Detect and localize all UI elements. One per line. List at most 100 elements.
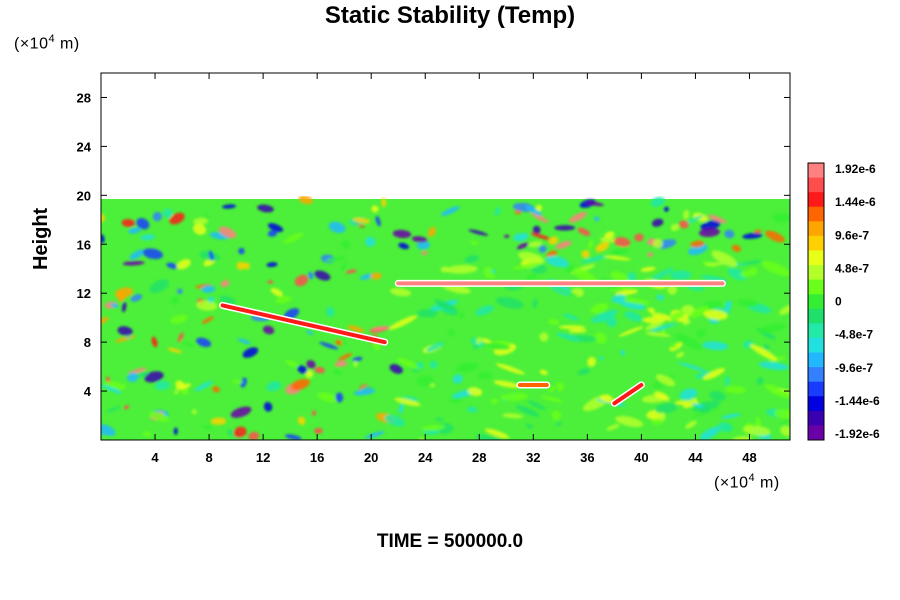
- field-blob: [618, 326, 644, 337]
- field-blob: [314, 270, 331, 281]
- field-blob: [515, 405, 540, 417]
- field-blob: [267, 223, 284, 232]
- colorbar-swatch: [808, 206, 824, 222]
- field-blob: [196, 300, 218, 311]
- colorbar-swatch: [808, 177, 824, 193]
- field-blob: [585, 201, 604, 207]
- field-blob: [485, 428, 510, 439]
- field-blob: [525, 205, 543, 216]
- field-blob: [702, 341, 729, 351]
- field-blob: [696, 329, 706, 338]
- field-blob: [615, 289, 639, 296]
- field-blob: [370, 272, 382, 280]
- field-blob: [490, 398, 499, 404]
- field-blob: [707, 214, 727, 224]
- field-blob: [173, 427, 178, 435]
- field-blob: [266, 262, 278, 268]
- field-blob: [530, 232, 552, 241]
- field-blob: [285, 360, 299, 367]
- field-blob: [651, 218, 664, 227]
- field-blob: [169, 212, 185, 225]
- field-blob: [222, 204, 237, 209]
- field-blob: [690, 240, 705, 248]
- field-blob: [129, 249, 145, 260]
- field-blob: [371, 205, 379, 213]
- field-blob: [388, 315, 418, 330]
- field-blob: [173, 390, 180, 394]
- field-blob: [698, 227, 721, 238]
- field-blob: [659, 412, 666, 422]
- field-blob: [618, 299, 646, 310]
- field-blob: [319, 341, 339, 350]
- field-blob: [731, 436, 753, 440]
- field-blob: [562, 313, 579, 321]
- field-blob: [317, 392, 338, 403]
- field-blob: [704, 262, 724, 266]
- colorbar-label: 0: [835, 295, 842, 309]
- y-axis-unit: (×104 m): [14, 33, 80, 53]
- field-blob: [495, 363, 526, 375]
- field-blob: [731, 244, 742, 252]
- field-blob: [396, 358, 422, 370]
- field-blob: [170, 314, 188, 324]
- field-blob: [242, 262, 250, 270]
- field-blob: [703, 309, 728, 320]
- field-blob: [555, 332, 581, 342]
- field-blob: [690, 305, 709, 319]
- field-blob: [516, 242, 529, 250]
- field-blob: [177, 288, 183, 295]
- field-blob: [558, 325, 586, 330]
- time-label: TIME = 500000.0: [376, 531, 524, 552]
- field-blob: [128, 227, 142, 234]
- field-blob: [242, 347, 259, 358]
- field-blob: [678, 220, 689, 229]
- field-blob: [677, 362, 706, 372]
- x-tick-label: 28: [472, 450, 486, 465]
- field-blob: [724, 376, 730, 387]
- colorbar-swatch: [808, 221, 824, 237]
- field-blob: [297, 365, 308, 374]
- field-blob: [663, 206, 669, 212]
- field-blob: [691, 403, 705, 408]
- field-blob: [740, 269, 755, 278]
- field-blob: [326, 306, 335, 317]
- colorbar-swatch: [808, 192, 824, 208]
- field-blob: [142, 431, 152, 437]
- y-tick-label: 12: [77, 286, 91, 301]
- field-blob: [670, 311, 685, 321]
- field-blob: [650, 196, 665, 207]
- field-blob: [654, 391, 670, 401]
- field-blob: [780, 425, 790, 437]
- field-blob: [335, 392, 344, 403]
- field-blob: [670, 223, 680, 231]
- field-blob: [464, 255, 480, 263]
- colorbar-swatch: [808, 425, 824, 441]
- field-blob: [459, 312, 465, 319]
- field-blob: [548, 319, 560, 325]
- field-blob: [210, 417, 227, 425]
- field-blob: [594, 216, 600, 222]
- field-blob: [202, 214, 210, 220]
- field-blob: [711, 250, 738, 267]
- field-blob: [580, 255, 609, 264]
- field-blob: [218, 226, 237, 239]
- field-blob: [263, 401, 273, 412]
- field-blob: [755, 417, 761, 428]
- field-blob: [695, 370, 711, 379]
- chart-title: Static Stability (Temp): [324, 2, 576, 29]
- colorbar-swatch: [808, 381, 824, 397]
- field-blob: [193, 223, 207, 235]
- field-blob: [721, 413, 741, 419]
- x-tick-label: 8: [205, 450, 212, 465]
- field-blob: [753, 229, 762, 234]
- field-blob: [668, 344, 678, 349]
- field-blob: [541, 395, 564, 403]
- field-blob: [538, 245, 547, 253]
- field-blob: [764, 384, 790, 399]
- field-blob: [425, 341, 444, 353]
- field-blob: [532, 225, 541, 234]
- field-blob: [230, 406, 252, 418]
- field-layer: [101, 196, 790, 440]
- field-blob: [196, 337, 212, 348]
- field-blob: [475, 434, 505, 440]
